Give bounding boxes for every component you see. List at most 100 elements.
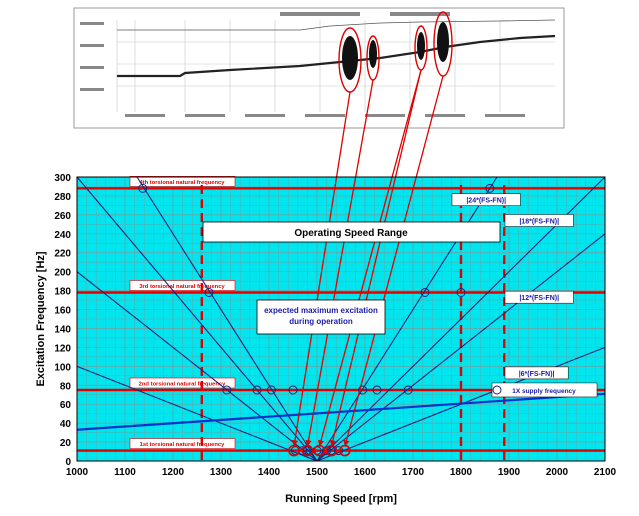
natural-frequency-label: 1st torsional natural frequency <box>129 438 236 449</box>
harmonic-line <box>316 233 606 462</box>
intersection-point <box>492 385 502 395</box>
x-tick-label: 1600 <box>354 467 377 478</box>
y-axis-title: Excitation Frequency [Hz] <box>35 251 47 386</box>
spectrogram-frame <box>73 7 565 129</box>
x-tick-label: 1300 <box>210 467 233 478</box>
y-tick-label: 200 <box>54 268 71 279</box>
y-tick-label: 300 <box>54 173 71 184</box>
spectrogram-link-line <box>293 91 351 447</box>
spectrogram-link-line <box>318 69 422 447</box>
y-tick-label: 60 <box>60 400 72 411</box>
natural-frequency-label-box <box>129 280 236 291</box>
intersection-point <box>288 385 298 395</box>
expected-excitation-box: expected maximum excitation during operat… <box>256 299 386 335</box>
harmonic-label: |18*(FS-FN)| <box>504 214 574 227</box>
intersection-point <box>403 385 413 395</box>
plot-frame <box>76 176 606 462</box>
supply-frequency-label: 1X supply frequency <box>491 382 598 398</box>
spectrogram-link-arrowhead <box>329 439 336 447</box>
spectrogram-link-arrowhead <box>305 439 312 447</box>
operating-speed-range-box: Operating Speed Range <box>202 221 501 243</box>
y-tick-label: 100 <box>54 362 71 373</box>
spectrogram-links <box>291 69 444 447</box>
expected-excitation-annotation: expected maximum excitation during operat… <box>264 306 378 326</box>
harmonic-label-box <box>504 290 574 304</box>
spectrogram-link-arrowhead <box>343 439 350 447</box>
y-tick-label: 120 <box>54 343 71 354</box>
intersection-point <box>372 385 382 395</box>
y-tick-label: 180 <box>54 287 71 298</box>
harmonic-line <box>76 365 318 462</box>
intersection-point <box>204 287 214 297</box>
harmonic-lines: |6*(FS-FN)| |12*(FS-FN)| |18*(FS-FN)| |24*(… <box>76 176 606 462</box>
x-tick-label: 2000 <box>546 467 569 478</box>
supply-frequency-series: 1X supply frequency <box>76 382 606 431</box>
intersection-point <box>485 183 495 193</box>
operating-speed-range-label: Operating Speed Range <box>294 228 408 239</box>
spectrogram-link-line <box>344 75 444 447</box>
natural-frequency-label-text: 4th torsional natural frequency <box>139 180 225 186</box>
supply-frequency-line <box>76 392 606 431</box>
harmonic-line <box>76 176 318 462</box>
y-tick-label: 260 <box>54 211 71 222</box>
natural-frequency-label-box <box>129 377 236 389</box>
harmonic-label-box <box>504 214 574 227</box>
x-tick-label: 2100 <box>594 467 617 478</box>
natural-frequency-label-text: 1st torsional natural frequency <box>140 442 225 448</box>
intersection-point <box>358 385 368 395</box>
spectrogram-link-arrowhead <box>291 439 298 447</box>
y-tick-label: 80 <box>60 381 72 392</box>
spectrogram-inset <box>73 7 565 129</box>
natural-frequency-label-text: 3rd torsional natural frequency <box>139 284 225 290</box>
intersection-point <box>252 385 262 395</box>
natural-frequency-label-text: 2nd torsional natural frequency <box>139 382 226 388</box>
natural-frequency-label-box <box>129 438 236 449</box>
spectrogram-baseline <box>117 34 556 78</box>
x-tick-label: 1100 <box>114 467 136 478</box>
y-tick-label: 40 <box>60 419 72 430</box>
x-tick-label: 1000 <box>66 467 89 478</box>
x-tick-label: 1200 <box>162 467 185 478</box>
y-tick-label: 0 <box>65 457 71 468</box>
spectrogram-tick-labels <box>80 12 525 117</box>
x-tick-label: 1700 <box>402 467 425 478</box>
x-axis-ticks: 1000 1100 1200 1300 1400 1500 1600 1700 1800 1900… <box>66 467 617 478</box>
intersection-point <box>456 287 466 297</box>
natural-frequency-label: 4th torsional natural frequency <box>129 176 236 187</box>
y-tick-label: 140 <box>54 324 71 335</box>
x-tick-label: 1400 <box>258 467 281 478</box>
spectrogram-peaks <box>342 22 449 80</box>
x-tick-label: 1900 <box>498 467 521 478</box>
harmonic-label: |6*(FS-FN)| <box>504 366 569 380</box>
annotation-line: expected maximum excitation <box>264 306 378 315</box>
y-tick-label: 160 <box>54 306 71 317</box>
supply-frequency-label-text: 1X supply frequency <box>512 388 576 395</box>
intersection-point <box>334 446 344 456</box>
intersection-point <box>322 446 332 456</box>
harmonic-label-text: |18*(FS-FN)| <box>519 218 559 225</box>
harmonic-label: |24*(FS-FN)| <box>451 193 521 206</box>
harmonic-label-text: |12*(FS-FN)| <box>519 295 559 302</box>
harmonic-line <box>136 176 318 462</box>
natural-frequency-label-box <box>129 176 236 187</box>
y-tick-label: 280 <box>54 192 71 203</box>
spectrogram-link-line <box>306 79 374 447</box>
y-tick-label: 220 <box>54 249 71 260</box>
y-tick-label: 20 <box>60 438 72 449</box>
x-axis-title: Running Speed [rpm] <box>285 493 397 505</box>
intersection-point <box>266 385 276 395</box>
y-tick-label: 240 <box>54 230 71 241</box>
natural-frequency-label: 3rd torsional natural frequency <box>129 280 236 291</box>
spectrogram-link-line <box>330 69 422 447</box>
natural-frequency-lines: 1st torsional natural frequency 2nd torsi… <box>77 176 605 452</box>
natural-frequency-label: 2nd torsional natural frequency <box>129 377 236 389</box>
supply-frequency-label-box <box>491 382 598 398</box>
harmonic-label-text: |6*(FS-FN)| <box>519 371 555 378</box>
annotation-line: during operation <box>289 317 353 326</box>
intersection-point <box>222 385 232 395</box>
harmonic-label-text: |24*(FS-FN)| <box>466 198 506 205</box>
spectrogram-gridlines <box>116 20 555 112</box>
spectrogram-upper-trace <box>117 19 556 31</box>
intersection-point <box>420 287 430 297</box>
